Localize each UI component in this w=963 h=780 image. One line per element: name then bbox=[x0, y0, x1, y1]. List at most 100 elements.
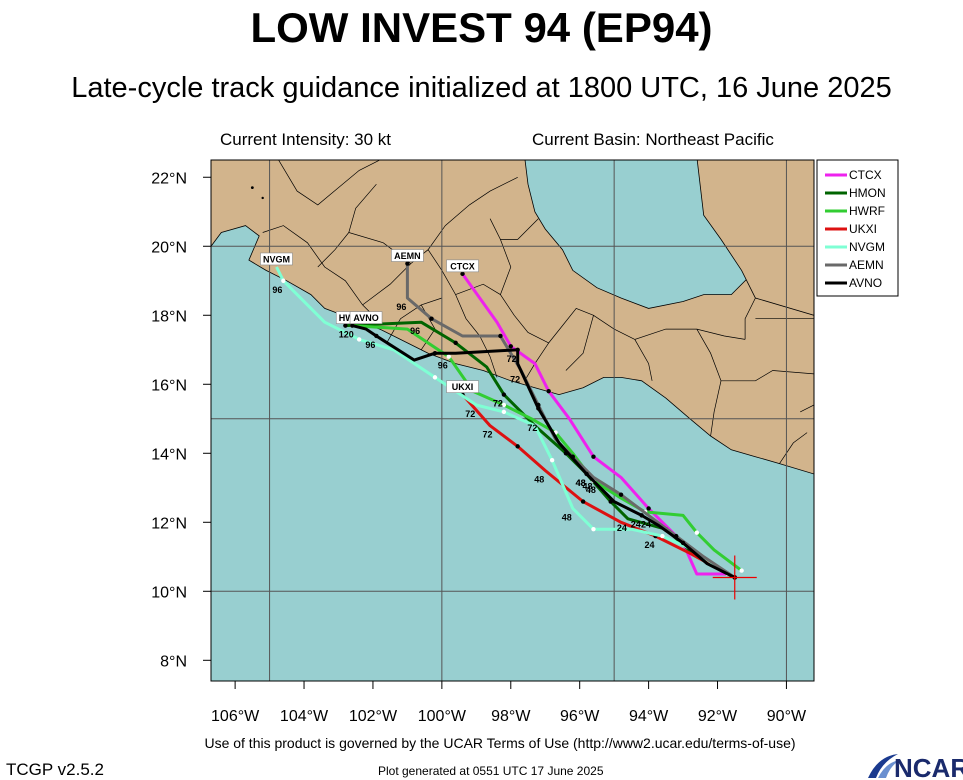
grid-lines bbox=[211, 160, 814, 681]
page-subtitle: Late-cycle track guidance initialized at… bbox=[71, 72, 892, 104]
lat-tick-label: 12°N bbox=[151, 515, 187, 532]
model-box-label: NVGM bbox=[263, 254, 290, 264]
yucatan-peninsula bbox=[696, 160, 814, 316]
model-box-ukxi bbox=[446, 380, 479, 393]
model-name-boxes: CTCXHWRFUKXINVGMAEMNAVNO bbox=[260, 249, 479, 393]
state-border-line bbox=[800, 404, 814, 413]
lon-tick-label: 96°W bbox=[560, 708, 600, 725]
state-border-line bbox=[779, 432, 808, 464]
lon-tick-label: 104°W bbox=[280, 708, 329, 725]
lat-tick-label: 16°N bbox=[151, 377, 187, 394]
model-box-aemn bbox=[391, 249, 424, 262]
track-map: 106°W 104°W 102°W 100°W 98°W 96°W 94°W 92°W 90°W… bbox=[151, 159, 899, 725]
model-box-label: AVNO bbox=[353, 313, 378, 323]
forecast-hour-label: 24 bbox=[641, 519, 651, 529]
forecast-hour-label: 48 bbox=[562, 512, 572, 522]
track-point bbox=[639, 513, 644, 518]
track-nvgm bbox=[275, 266, 729, 576]
state-border-line bbox=[479, 335, 498, 378]
lat-tick-label: 22°N bbox=[151, 170, 187, 187]
track-point bbox=[694, 530, 700, 535]
state-border-line bbox=[317, 232, 350, 268]
track-point bbox=[374, 333, 379, 339]
track-point bbox=[405, 261, 410, 266]
lat-tick-label: 20°N bbox=[151, 239, 187, 256]
state-border-line bbox=[634, 339, 653, 381]
lon-tick-label: 106°W bbox=[211, 708, 260, 725]
track-point bbox=[536, 406, 541, 411]
island-dot bbox=[261, 196, 264, 200]
model-box-label: AEMN bbox=[394, 251, 421, 261]
legend-label-hwrf: HWRF bbox=[849, 204, 885, 218]
legend-label-aemn: AEMN bbox=[849, 258, 884, 272]
current-position-marker bbox=[712, 555, 757, 600]
forecast-hour-label: 48 bbox=[582, 481, 592, 491]
current-basin: Current Basin: Northeast Pacific bbox=[532, 130, 774, 149]
track-point bbox=[446, 354, 451, 359]
mexico-central-america-landmass bbox=[211, 160, 814, 475]
forecast-hour-label: 72 bbox=[527, 423, 537, 433]
lon-tick-label: 92°W bbox=[698, 708, 738, 725]
track-hwrf bbox=[352, 324, 743, 572]
model-box-ctcx bbox=[446, 259, 479, 273]
forecast-hour-label: 24 bbox=[631, 519, 641, 529]
track-point bbox=[429, 316, 434, 321]
track-point bbox=[453, 340, 458, 346]
state-border-line bbox=[386, 297, 443, 344]
state-border-line bbox=[455, 218, 512, 296]
ncar-logo: NCAR bbox=[868, 753, 963, 780]
track-point bbox=[498, 333, 503, 339]
legend-label-ctcx: CTCX bbox=[849, 168, 882, 182]
track-point bbox=[501, 402, 507, 408]
track-point bbox=[584, 471, 589, 477]
track-point bbox=[591, 526, 596, 532]
forecast-hour-label: 24 bbox=[644, 540, 654, 550]
lat-tick-label: 14°N bbox=[151, 446, 187, 463]
track-point bbox=[739, 568, 744, 573]
track-point bbox=[591, 454, 596, 459]
track-point bbox=[343, 323, 348, 328]
legend-label-ukxi: UKXI bbox=[849, 222, 877, 236]
track-point bbox=[580, 499, 586, 504]
state-border-line bbox=[362, 176, 518, 306]
legend-label-avno: AVNO bbox=[849, 276, 882, 290]
state-border-line bbox=[721, 370, 814, 382]
legend: CTCX HMON HWRF UKXI NVGM AEMN AVNO bbox=[816, 159, 899, 297]
lat-tick-label: 18°N bbox=[151, 308, 187, 325]
land-masses bbox=[211, 160, 814, 475]
state-border-line bbox=[500, 294, 635, 344]
lon-tick-label: 100°W bbox=[418, 708, 467, 725]
track-point bbox=[350, 323, 355, 328]
lon-tick-label: 98°W bbox=[491, 708, 531, 725]
terms-of-use: Use of this product is governed by the U… bbox=[204, 735, 796, 751]
forecast-hour-label: 120 bbox=[339, 330, 354, 340]
track-point bbox=[515, 347, 520, 352]
island-dot bbox=[250, 186, 254, 190]
track-point bbox=[508, 344, 513, 349]
ncar-wordmark: NCAR bbox=[894, 753, 963, 780]
track-point bbox=[546, 388, 551, 394]
state-border-line bbox=[500, 218, 539, 240]
version-label: TCGP v2.5.2 bbox=[6, 760, 104, 779]
forecast-hour-label: 48 bbox=[576, 478, 586, 488]
ncar-swoosh-icon bbox=[868, 754, 900, 778]
forecast-hour-label: 48 bbox=[534, 475, 544, 485]
forecast-hour-label: 24 bbox=[617, 523, 627, 533]
page-title: LOW INVEST 94 (EP94) bbox=[250, 4, 713, 51]
forecast-hour-label: 48 bbox=[586, 485, 596, 495]
legend-label-hmon: HMON bbox=[849, 186, 886, 200]
track-point bbox=[356, 337, 362, 342]
forecast-hour-label: 96 bbox=[410, 326, 420, 336]
forecast-hour-label: 72 bbox=[483, 430, 493, 440]
state-border-line bbox=[565, 315, 594, 371]
forecast-hour-label: 72 bbox=[493, 399, 503, 409]
lat-tick-label: 8°N bbox=[160, 653, 187, 670]
track-point bbox=[501, 409, 507, 415]
forecast-hour-label: 96 bbox=[438, 361, 448, 371]
state-border-line bbox=[278, 160, 381, 206]
track-point bbox=[618, 492, 624, 497]
current-intensity: Current Intensity: 30 kt bbox=[220, 130, 392, 149]
track-point bbox=[281, 278, 286, 283]
track-lines bbox=[275, 261, 744, 580]
lon-tick-label: 90°W bbox=[767, 708, 807, 725]
